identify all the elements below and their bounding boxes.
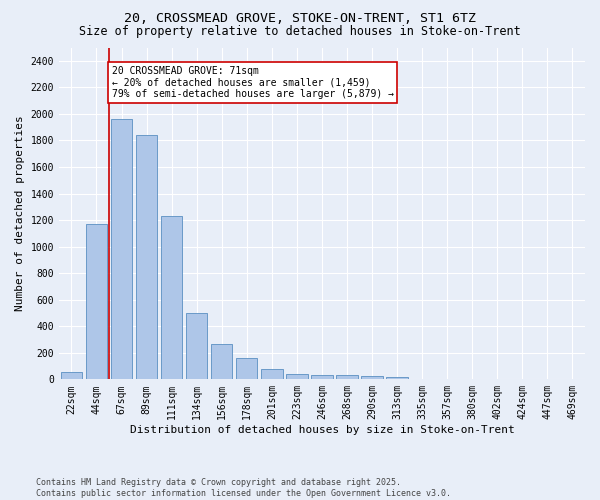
Text: 20 CROSSMEAD GROVE: 71sqm
← 20% of detached houses are smaller (1,459)
79% of se: 20 CROSSMEAD GROVE: 71sqm ← 20% of detac…: [112, 66, 394, 100]
Bar: [86, 224, 107, 380]
Bar: [61, 372, 82, 380]
Bar: [111, 119, 132, 380]
Bar: [311, 374, 332, 380]
Y-axis label: Number of detached properties: Number of detached properties: [15, 116, 25, 312]
Text: Contains HM Land Registry data © Crown copyright and database right 2025.
Contai: Contains HM Land Registry data © Crown c…: [36, 478, 451, 498]
Bar: [161, 216, 182, 380]
Text: 20, CROSSMEAD GROVE, STOKE-ON-TRENT, ST1 6TZ: 20, CROSSMEAD GROVE, STOKE-ON-TRENT, ST1…: [124, 12, 476, 26]
Bar: [261, 368, 283, 380]
Bar: [236, 358, 257, 380]
Bar: [337, 376, 358, 380]
Text: Size of property relative to detached houses in Stoke-on-Trent: Size of property relative to detached ho…: [79, 25, 521, 38]
Bar: [386, 378, 408, 380]
Bar: [211, 344, 232, 380]
Bar: [412, 378, 433, 380]
Bar: [361, 376, 383, 380]
Bar: [286, 374, 308, 380]
X-axis label: Distribution of detached houses by size in Stoke-on-Trent: Distribution of detached houses by size …: [130, 425, 514, 435]
Bar: [186, 313, 208, 380]
Bar: [136, 135, 157, 380]
